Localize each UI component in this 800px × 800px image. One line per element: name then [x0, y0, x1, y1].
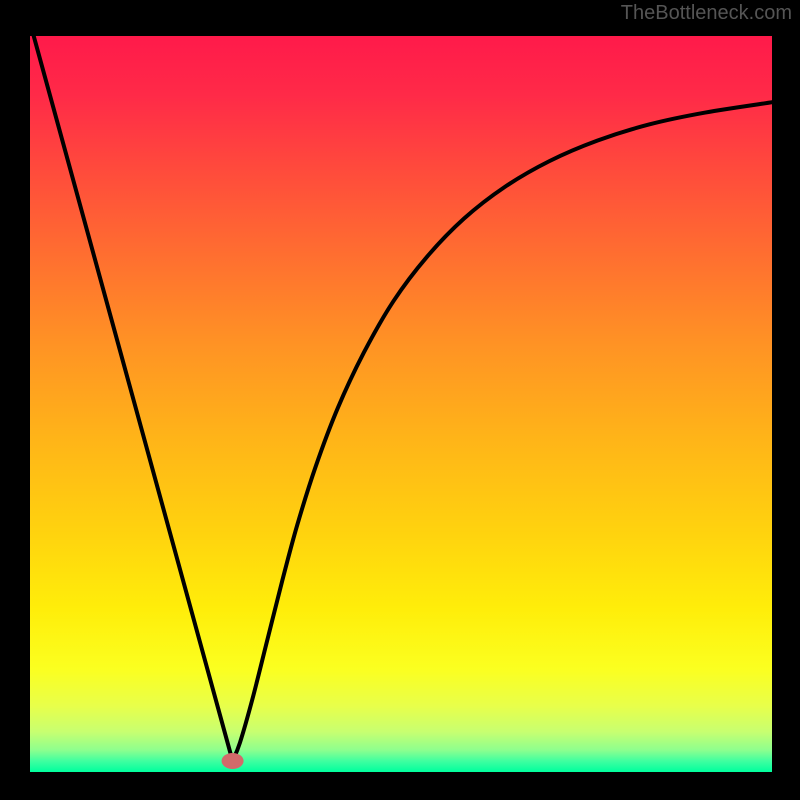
curve-layer: [30, 36, 772, 772]
curve-left-line: [34, 36, 233, 761]
valley-bump: [222, 753, 244, 769]
watermark-text: TheBottleneck.com: [621, 2, 792, 25]
plot-area: [30, 36, 772, 772]
curve-right-arc: [233, 102, 772, 761]
